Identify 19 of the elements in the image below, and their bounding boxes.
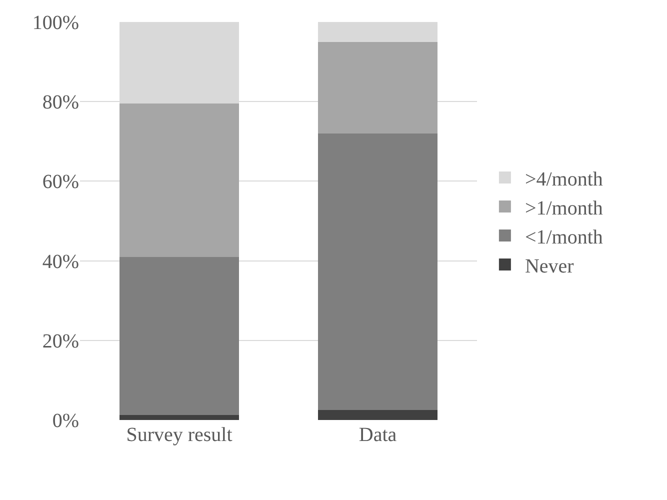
bar (318, 410, 438, 420)
y-tick-label: 100% (32, 12, 79, 34)
legend-label: <1/month (524, 226, 603, 248)
y-tick-label: 40% (42, 250, 79, 273)
y-tick-label: 20% (42, 330, 79, 352)
x-tick-label: Data (358, 424, 397, 446)
legend-label: >1/month (524, 197, 603, 220)
y-tick-label: 80% (42, 92, 79, 114)
bar (318, 22, 438, 42)
x-tick-label: Survey result (126, 424, 233, 446)
bar (120, 415, 239, 420)
bar (120, 104, 239, 257)
y-tick-label: 0% (52, 410, 79, 432)
legend-label: Never (524, 255, 574, 278)
bar (318, 133, 438, 410)
bar (120, 256, 239, 416)
legend-label: >4/month (524, 168, 603, 190)
y-tick-label: 60% (42, 171, 79, 194)
bar (318, 42, 438, 134)
